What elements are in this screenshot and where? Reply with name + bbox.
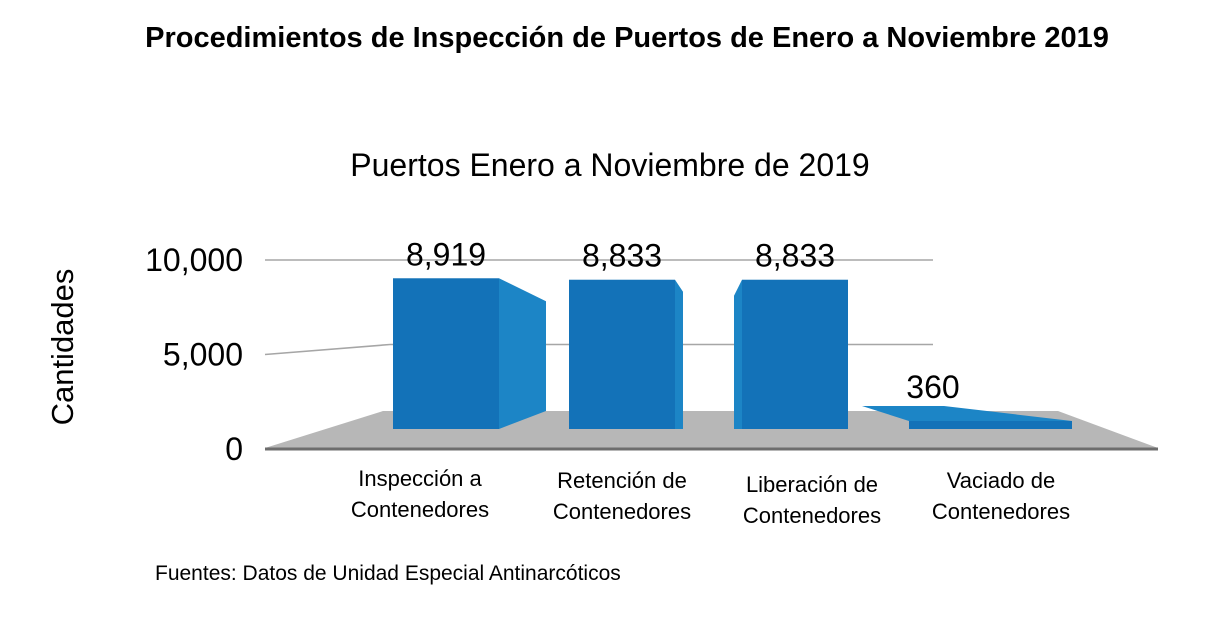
category-label: Inspección a (358, 466, 482, 491)
bar (742, 279, 848, 429)
bar-side (675, 279, 683, 429)
bar (393, 278, 499, 429)
bar (909, 421, 1072, 429)
bar (569, 279, 675, 429)
y-tick-label: 10,000 (145, 242, 243, 278)
y-axis-label: Cantidades (45, 269, 80, 426)
category-label: Contenedores (743, 503, 881, 528)
y-tick-label: 5,000 (163, 337, 243, 373)
category-label: Contenedores (553, 499, 691, 524)
category-label: Retención de (557, 468, 687, 493)
category-label: Contenedores (351, 497, 489, 522)
data-labels: 8,919 8,833 8,833 360 (406, 236, 960, 405)
category-label: Liberación de (746, 472, 878, 497)
bar-top (862, 406, 1072, 421)
data-label: 8,833 (582, 238, 662, 274)
bar-side (499, 278, 546, 429)
page-title: Procedimientos de Inspección de Puertos … (145, 22, 1109, 54)
category-labels: Inspección a Contenedores Retención de Cont… (351, 466, 1070, 528)
data-label: 8,919 (406, 236, 486, 272)
category-label: Contenedores (932, 499, 1070, 524)
y-axis-ticks: 0 5,000 10,000 (145, 242, 243, 467)
data-label: 360 (906, 369, 959, 405)
y-tick-label: 0 (225, 431, 243, 467)
bars (393, 278, 1072, 429)
data-label: 8,833 (755, 238, 835, 274)
bar-side (734, 279, 742, 429)
chart-title: Puertos Enero a Noviembre de 2019 (350, 147, 869, 183)
category-label: Vaciado de (947, 468, 1055, 493)
source-note: Fuentes: Datos de Unidad Especial Antina… (155, 562, 621, 585)
